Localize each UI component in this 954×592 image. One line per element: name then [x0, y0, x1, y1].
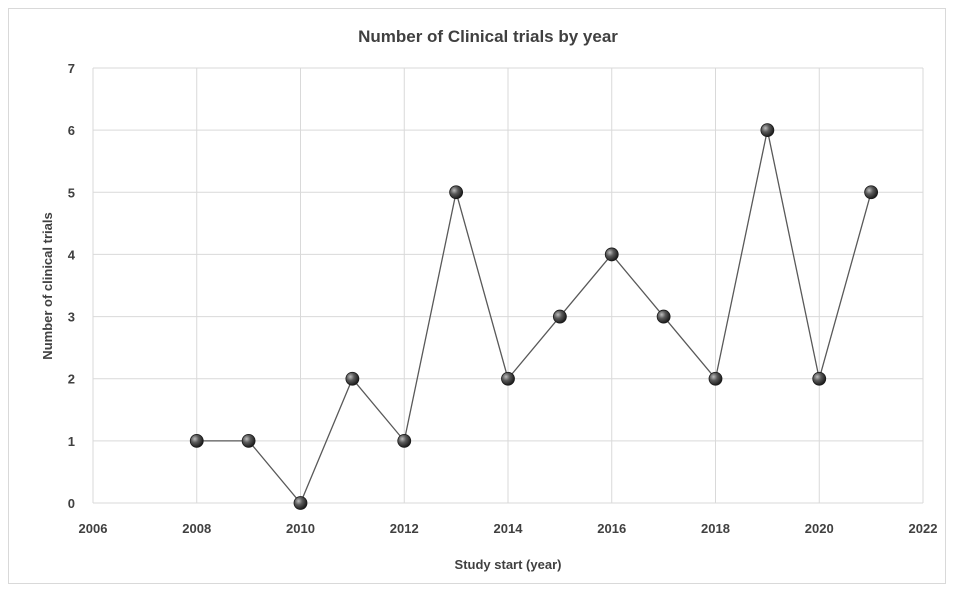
data-point: [812, 371, 827, 386]
y-tick-label: 6: [68, 123, 75, 138]
x-tick-label: 2014: [494, 521, 524, 536]
data-point: [397, 433, 412, 448]
gridlines: [92, 67, 924, 504]
x-tick-label: 2020: [805, 521, 834, 536]
x-tick-label: 2018: [701, 521, 730, 536]
y-tick-label: 1: [68, 434, 75, 449]
series-line-group: [196, 130, 872, 505]
data-point: [345, 371, 360, 386]
y-tick-label: 5: [68, 185, 75, 200]
data-point: [241, 433, 256, 448]
y-tick-labels: 0 1 2 3 4 5 6 7: [68, 61, 76, 511]
x-axis-label: Study start (year): [455, 557, 562, 572]
data-points: [189, 123, 879, 510]
x-tick-label: 2006: [79, 521, 108, 536]
x-tick-label: 2012: [390, 521, 419, 536]
y-tick-label: 4: [68, 247, 76, 262]
x-tick-label: 2010: [286, 521, 315, 536]
y-axis-label: Number of clinical trials: [40, 212, 55, 359]
x-tick-label: 2022: [909, 521, 938, 536]
x-tick-labels: 2006 2008 2010 2012 2014 2016 2018 2020 2022: [79, 521, 938, 536]
data-point: [864, 185, 879, 200]
data-point: [293, 496, 308, 510]
data-point: [656, 309, 671, 324]
data-point: [604, 247, 619, 262]
data-point: [552, 309, 567, 324]
data-point: [760, 123, 775, 138]
x-tick-label: 2008: [182, 521, 211, 536]
data-point: [501, 371, 515, 386]
x-tick-label: 2016: [597, 521, 626, 536]
data-point: [449, 185, 464, 200]
y-tick-label: 3: [68, 310, 75, 325]
data-point: [189, 433, 204, 448]
y-tick-label: 0: [68, 496, 75, 511]
y-tick-label: 2: [68, 372, 75, 387]
series-line: [196, 130, 872, 505]
chart-frame: [8, 8, 946, 584]
y-tick-label: 7: [68, 61, 75, 76]
chart-title: Number of Clinical trials by year: [358, 27, 618, 46]
data-point: [708, 371, 723, 386]
